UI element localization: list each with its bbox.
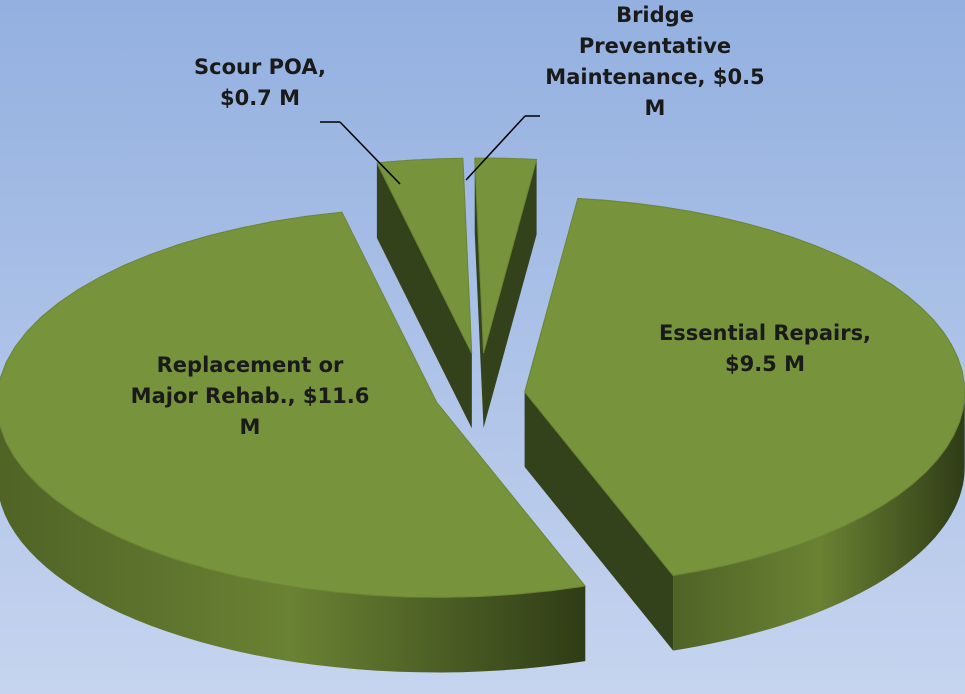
- slice-group: [474, 157, 538, 429]
- slice-side: [0, 425, 586, 673]
- slice-side: [524, 391, 674, 651]
- slice-group: [0, 211, 587, 673]
- data-label: Bridge Preventative Maintenance, $0.5 M: [540, 0, 770, 124]
- slice: [524, 197, 965, 577]
- data-label: Essential Repairs, $9.5 M: [640, 318, 890, 380]
- slice-side: [474, 158, 484, 429]
- value-label: $0.5 M: [644, 65, 765, 120]
- slice-group: [524, 197, 965, 651]
- category-label: Replacement or Major Rehab.,: [130, 353, 344, 408]
- leader-line: [339, 121, 401, 185]
- leader-line: [465, 115, 526, 181]
- slice-side: [376, 162, 472, 429]
- slice-side: [483, 159, 537, 429]
- slice: [474, 157, 538, 354]
- value-label: $9.5 M: [724, 352, 806, 376]
- slice-group: [376, 157, 473, 429]
- category-label: Essential Repairs,: [658, 321, 872, 345]
- data-label: Replacement or Major Rehab., $11.6 M: [120, 350, 380, 443]
- category-label: Bridge Preventative Maintenance,: [545, 3, 732, 89]
- category-label: Scour POA,: [194, 55, 326, 79]
- slice: [376, 157, 473, 354]
- slice-side: [673, 392, 965, 651]
- slice: [0, 211, 587, 598]
- value-label: $0.7 M: [219, 86, 301, 110]
- data-label: Scour POA, $0.7 M: [170, 52, 350, 114]
- value-label: $11.6 M: [239, 384, 370, 439]
